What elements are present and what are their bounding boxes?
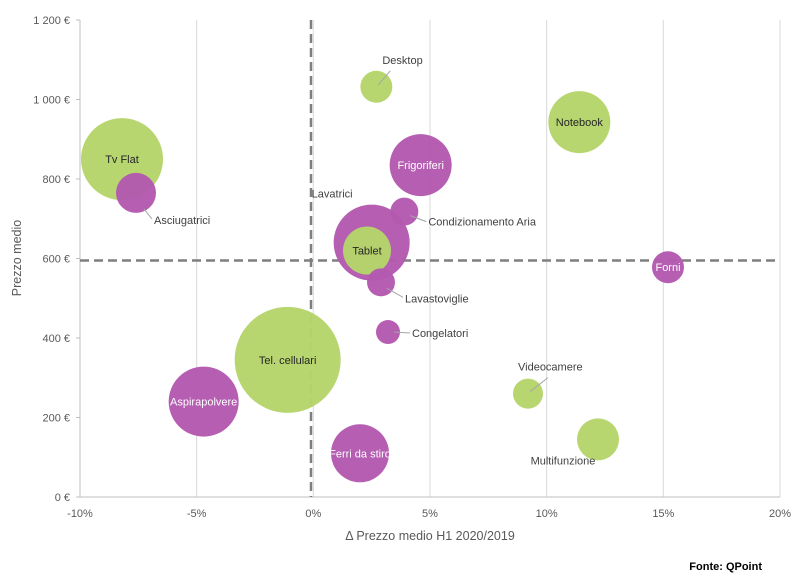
bubble-frigoriferi [389, 134, 452, 197]
bubble-aspirapolvere [168, 366, 239, 437]
y-tick-label: 600 € [42, 254, 70, 266]
leader-line-desktop [377, 70, 391, 86]
y-tick-label: 800 € [42, 174, 70, 186]
y-tick-label: 1 000 € [33, 95, 70, 107]
label-videocamere: Videocamere [518, 362, 583, 374]
label-tablet: Tablet [352, 246, 381, 258]
bubble-ferri-da-stiro [331, 424, 389, 483]
bubble-layer [81, 70, 684, 483]
bubble-multifunzione [577, 418, 619, 461]
label-multifunzione: Multifunzione [531, 455, 596, 467]
leader-lines [143, 70, 549, 393]
bubble-condizionamento-aria [390, 197, 419, 226]
bubble-notebook [548, 91, 611, 154]
bubble-forni [652, 251, 684, 284]
x-tick-label: 20% [769, 508, 791, 520]
bubble-desktop [360, 70, 393, 103]
y-tick-label: 1 200 € [33, 15, 70, 27]
bubble-lavastoviglie [367, 268, 395, 297]
label-asciugatrici: Asciugatrici [154, 215, 210, 227]
label-lavatrici: Lavatrici [312, 189, 353, 201]
x-tick-label: 5% [422, 508, 438, 520]
label-aspirapolvere: Aspirapolvere [170, 397, 237, 409]
x-tick-label: 10% [536, 508, 558, 520]
x-tick-label: 15% [652, 508, 674, 520]
leader-line-videocamere [529, 377, 549, 393]
y-tick-label: 400 € [42, 333, 70, 345]
x-axis-title: Δ Prezzo medio H1 2020/2019 [345, 529, 515, 543]
x-tick-label: 0% [305, 508, 321, 520]
reference-lines [80, 20, 780, 497]
leader-line-asciugatrici [143, 208, 153, 220]
label-desktop: Desktop [382, 55, 422, 67]
bubble-videocamere [513, 378, 543, 409]
y-axis-title: Prezzo medio [10, 220, 24, 296]
label-layer: Tv Flat Asciugatrici Lavatrici Desktop Frigo… [105, 55, 680, 468]
x-tick-label: -10% [67, 508, 93, 520]
label-notebook: Notebook [556, 117, 604, 129]
label-ferri-da-stiro: Ferri da stiro [329, 448, 391, 460]
label-condizionamento-aria: Condizionamento Aria [428, 217, 537, 229]
axis-layer: -10% -5% 0% 5% 10% 15% 20% 0 € 200 € 400 € 600 € 80… [33, 15, 791, 520]
x-tick-label: -5% [187, 508, 207, 520]
label-tv-flat: Tv Flat [105, 154, 139, 166]
label-frigoriferi: Frigoriferi [397, 160, 443, 172]
leader-line-condizionamento-aria [410, 215, 427, 223]
label-congelatori: Congelatori [412, 328, 468, 340]
leader-line-congelatori [393, 331, 411, 334]
label-tel-cellulari: Tel. cellulari [259, 355, 316, 367]
y-tick-label: 200 € [42, 413, 70, 425]
bubble-tablet [343, 226, 391, 275]
source-note: Fonte: QPoint [689, 561, 762, 573]
leader-line-lavastoviglie [386, 287, 404, 298]
bubble-asciugatrici [116, 172, 156, 213]
bubble-tel-cellulari [234, 306, 341, 413]
label-forni: Forni [655, 262, 680, 274]
label-lavastoviglie: Lavastoviglie [405, 293, 469, 305]
y-tick-label: 0 € [55, 492, 70, 504]
bubble-congelatori [376, 320, 400, 345]
